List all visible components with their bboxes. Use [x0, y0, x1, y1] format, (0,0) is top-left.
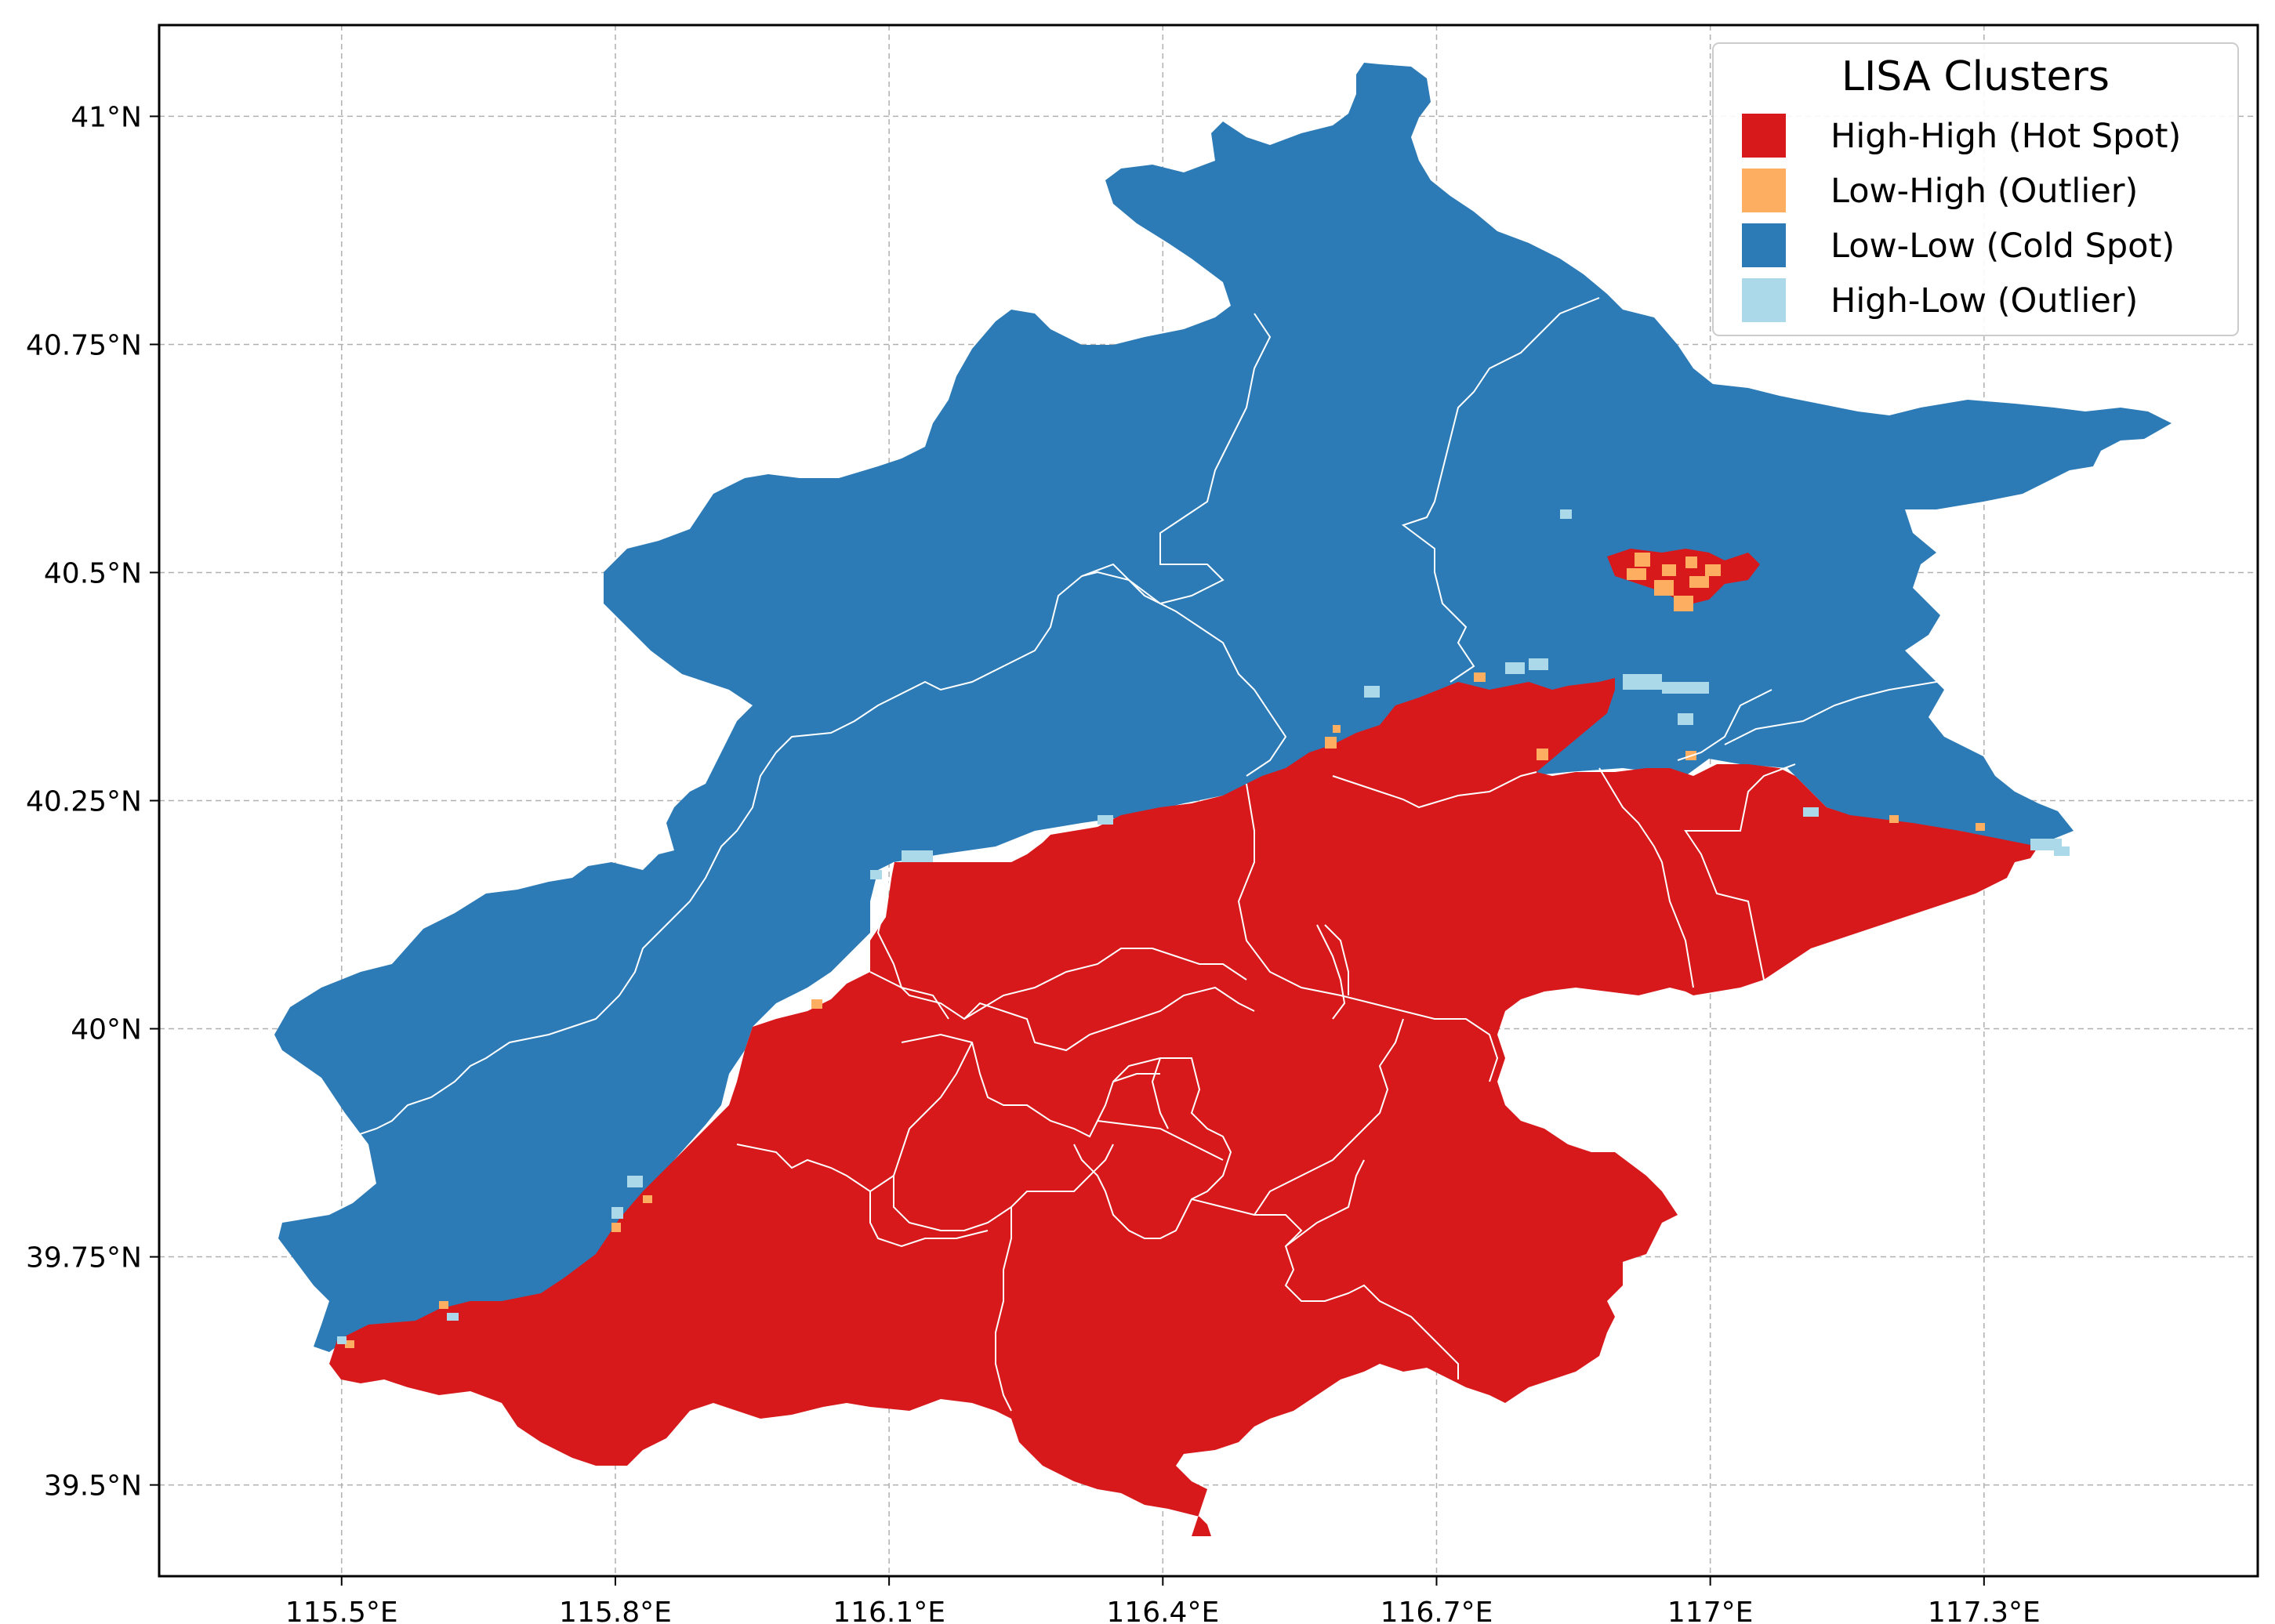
legend-label: High-High (Hot Spot) [1831, 117, 2181, 156]
legend-swatch [1742, 169, 1786, 212]
lon-tick-label: 115.5°E [285, 1597, 398, 1624]
legend-swatch [1742, 223, 1786, 267]
lon-tick-label: 115.8°E [559, 1597, 672, 1624]
lon-tick-label: 116.1°E [833, 1597, 945, 1624]
lat-tick-label: 41°N [71, 101, 142, 133]
high-low-outliers [337, 509, 2070, 1344]
hot-spot-region [329, 678, 2038, 1536]
lon-tick-label: 117.3°E [1928, 1597, 2041, 1624]
legend-label: High-Low (Outlier) [1831, 281, 2138, 321]
lat-tick-label: 40.5°N [44, 557, 142, 589]
legend-box [1712, 42, 2239, 336]
low-high-outliers [345, 553, 1985, 1348]
cold-spot-region [274, 63, 2172, 1352]
legend-title: LISA Clusters [1841, 53, 2110, 100]
lat-tick-label: 39.5°N [44, 1470, 142, 1503]
lon-tick-label: 116.7°E [1381, 1597, 1493, 1624]
lat-tick-label: 39.75°N [26, 1242, 142, 1274]
district-boundaries [281, 297, 2055, 1412]
legend-swatch [1742, 278, 1786, 322]
lat-tick-label: 40.75°N [26, 329, 142, 361]
legend-label: Low-Low (Cold Spot) [1831, 227, 2175, 266]
legend-label: Low-High (Outlier) [1831, 172, 2138, 211]
lon-tick-label: 117°E [1667, 1597, 1753, 1624]
lat-tick-label: 40°N [71, 1014, 142, 1046]
lat-tick-label: 40.25°N [26, 786, 142, 818]
legend-swatch [1742, 114, 1786, 158]
legend: LISA Clusters High-High (Hot Spot) Low-Hi… [1712, 42, 2239, 336]
axis-ticks: 115.5°E 115.8°E 116.1°E 116.4°E 116.7°E 117°E… [26, 101, 2041, 1624]
lon-tick-label: 116.4°E [1106, 1597, 1219, 1624]
